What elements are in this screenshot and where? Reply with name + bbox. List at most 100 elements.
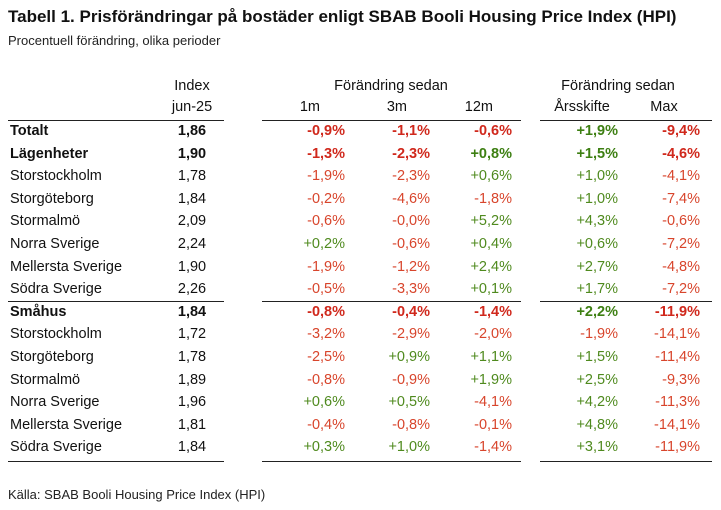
change-12m: +1,9%	[470, 371, 512, 388]
group-rule-left	[8, 300, 224, 302]
change-ytd: -1,9%	[580, 326, 618, 343]
change-12m: -2,0%	[474, 326, 512, 343]
change-3m: -0,0%	[392, 213, 430, 230]
change-12m: +0,8%	[470, 145, 512, 162]
change-ytd: +1,9%	[576, 123, 618, 139]
change-1m: -0,9%	[307, 123, 345, 139]
row-label: Stormalmö	[10, 213, 81, 230]
change-3m: -2,9%	[392, 326, 430, 343]
change-3m: -1,2%	[392, 258, 430, 275]
change-3m: -2,3%	[392, 145, 430, 162]
row-label: Storstockholm	[10, 168, 102, 185]
header-group-change-1: Förändring sedan	[334, 78, 448, 94]
index-value: 2,26	[177, 281, 207, 298]
change-3m: -2,3%	[392, 168, 430, 185]
change-ytd: +4,3%	[576, 213, 618, 230]
header-rule-middle	[262, 120, 521, 121]
group-rule-middle	[262, 300, 521, 302]
change-1m: -2,5%	[307, 349, 345, 365]
header-col-1m: 1m	[299, 99, 320, 115]
table-row-total: Småhus 1,84 -0,8% -0,4% -1,4% +2,2% -11,9%	[0, 301, 721, 324]
change-12m: +2,4%	[470, 258, 512, 275]
change-12m: -1,8%	[474, 190, 512, 207]
change-3m: +0,9%	[388, 349, 430, 365]
index-value: 1,84	[177, 190, 207, 207]
row-label: Norra Sverige	[10, 236, 100, 252]
change-ytd: +2,2%	[576, 303, 618, 320]
table-subtitle: Procentuell förändring, olika perioder	[8, 33, 221, 48]
change-max: -0,6%	[662, 213, 700, 230]
change-1m: -0,6%	[307, 213, 345, 230]
row-label: Stormalmö	[10, 371, 81, 388]
index-value: 1,90	[177, 258, 207, 275]
change-ytd: +1,0%	[576, 190, 618, 207]
table-row: Mellersta Sverige 1,90 -1,9% -1,2% +2,4% +2,7…	[0, 256, 721, 279]
table-row: Norra Sverige 1,96 +0,6% +0,5% -4,1% +4,2% -11…	[0, 391, 721, 414]
header-rule-left	[8, 120, 224, 121]
index-value: 1,84	[177, 303, 207, 320]
table-row: Mellersta Sverige 1,81 -0,4% -0,8% -0,1% +4,8…	[0, 414, 721, 437]
table-row: Storstockholm 1,72 -3,2% -2,9% -2,0% -1,9% -14…	[0, 323, 721, 346]
change-1m: -3,2%	[307, 326, 345, 343]
header-group-change-2: Förändring sedan	[561, 78, 675, 94]
table-title: Tabell 1. Prisförändringar på bostäder e…	[8, 7, 677, 26]
index-value: 1,89	[177, 371, 207, 388]
table-row: Storstockholm 1,78 -1,9% -2,3% +0,6% +1,0% -4,…	[0, 165, 721, 188]
bottom-rule-left	[8, 461, 224, 462]
change-max: -14,1%	[654, 326, 700, 343]
change-3m: -0,9%	[392, 371, 430, 388]
change-ytd: +1,5%	[576, 349, 618, 365]
change-max: -9,4%	[662, 123, 700, 139]
row-label: Norra Sverige	[10, 394, 100, 411]
index-value: 1,78	[177, 168, 207, 185]
change-3m: -4,6%	[392, 190, 430, 207]
index-value: 1,78	[177, 349, 207, 365]
change-12m: -4,1%	[474, 394, 512, 411]
change-1m: +0,6%	[303, 394, 345, 411]
source-note: Källa: SBAB Booli Housing Price Index (H…	[8, 487, 266, 502]
table-row: Storgöteborg 1,84 -0,2% -4,6% -1,8% +1,0% -7,4…	[0, 188, 721, 211]
change-ytd: +4,2%	[576, 394, 618, 411]
row-label: Lägenheter	[10, 145, 89, 162]
change-ytd: +4,8%	[576, 416, 618, 433]
change-1m: -1,9%	[307, 258, 345, 275]
row-label: Södra Sverige	[10, 281, 102, 298]
change-12m: +1,1%	[470, 349, 512, 365]
header-col-max: Max	[650, 99, 678, 115]
index-value: 1,90	[177, 145, 207, 162]
change-ytd: +1,0%	[576, 168, 618, 185]
change-max: -4,6%	[662, 145, 700, 162]
row-label: Totalt	[10, 123, 49, 139]
table-row: Södra Sverige 2,26 -0,5% -3,3% +0,1% +1,7% -7,…	[0, 278, 721, 301]
change-1m: +0,3%	[303, 439, 345, 456]
index-value: 1,96	[177, 394, 207, 411]
change-1m: -1,3%	[307, 145, 345, 162]
bottom-rule-middle	[262, 461, 521, 462]
index-value: 1,72	[177, 326, 207, 343]
change-max: -9,3%	[662, 371, 700, 388]
change-ytd: +1,7%	[576, 281, 618, 298]
bottom-rule-right	[540, 461, 712, 462]
row-label: Storgöteborg	[10, 349, 94, 365]
change-3m: +1,0%	[388, 439, 430, 456]
change-3m: -0,8%	[392, 416, 430, 433]
change-1m: -0,8%	[307, 303, 345, 320]
change-max: -11,9%	[654, 303, 700, 320]
change-ytd: +1,5%	[576, 145, 618, 162]
change-1m: -0,2%	[307, 190, 345, 207]
header-col-12m: 12m	[464, 99, 493, 115]
table-row: Norra Sverige 2,24 +0,2% -0,6% +0,4% +0,6% -7,…	[0, 233, 721, 256]
change-ytd: +2,7%	[576, 258, 618, 275]
table-row: Stormalmö 1,89 -0,8% -0,9% +1,9% +2,5% -9,3%	[0, 369, 721, 392]
row-label: Småhus	[10, 303, 67, 320]
change-max: -7,2%	[662, 236, 700, 252]
change-12m: +0,4%	[470, 236, 512, 252]
change-max: -14,1%	[654, 416, 700, 433]
change-3m: -1,1%	[392, 123, 430, 139]
change-max: -11,3%	[655, 394, 700, 411]
row-label: Södra Sverige	[10, 439, 102, 456]
index-value: 1,81	[177, 416, 207, 433]
header-col-ytd: Årsskifte	[554, 99, 610, 115]
change-3m: -0,6%	[392, 236, 430, 252]
header-index-label: Index	[174, 78, 210, 94]
